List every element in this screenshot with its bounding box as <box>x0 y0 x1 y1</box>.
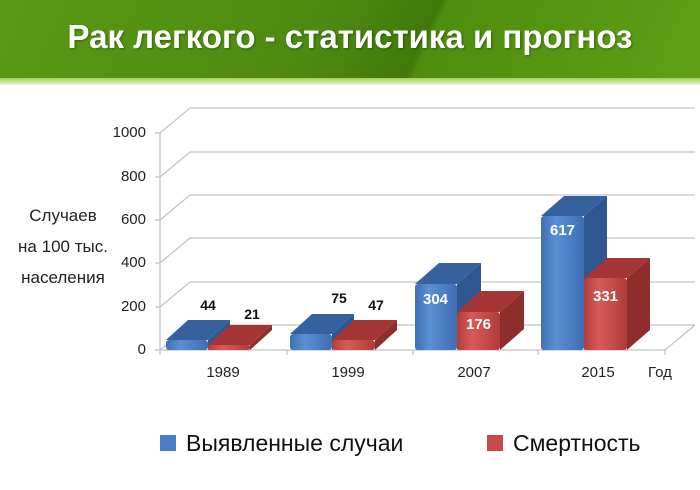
value-mortality-2015: 331 <box>592 288 619 305</box>
value-mortality-1999: 47 <box>368 297 384 313</box>
legend-label-mortality: Смертность <box>513 429 641 456</box>
x-tick-1989: 1989 <box>206 364 240 381</box>
title-banner <box>0 0 700 78</box>
x-tick-2015: 2015 <box>581 364 615 381</box>
legend-swatch-blue <box>160 435 176 451</box>
x-tick-2007: 2007 <box>457 364 491 381</box>
x-tick-1999: 1999 <box>331 364 365 381</box>
bar-mortality-2007 <box>457 291 524 350</box>
legend-item-detected: Выявленные случаи <box>160 428 403 458</box>
y-label-line-3: населения <box>21 268 105 287</box>
bar-mortality-1999 <box>332 320 397 350</box>
value-detected-2007: 304 <box>422 291 449 308</box>
y-label-line-2: на 100 тыс. <box>18 237 108 256</box>
banner-stripe <box>0 78 700 85</box>
y-label-line-1: Случаев <box>29 206 97 225</box>
bar-mortality-2015 <box>584 258 650 350</box>
value-detected-1999: 75 <box>331 290 347 306</box>
y-tick-0: 0 <box>137 341 146 358</box>
y-tick-400: 400 <box>120 254 146 271</box>
legend-item-mortality: Смертность <box>487 428 641 458</box>
y-axis-label: Случаев на 100 тыс. населения <box>4 200 122 293</box>
legend-label-detected: Выявленные случаи <box>186 429 404 456</box>
y-tick-200: 200 <box>120 298 146 315</box>
y-tick-800: 800 <box>120 168 146 185</box>
y-tick-1000: 1000 <box>112 124 146 141</box>
y-tick-600: 600 <box>120 211 146 228</box>
value-detected-1989: 44 <box>200 297 216 313</box>
page-title: Рак легкого - статистика и прогноз <box>67 18 633 55</box>
value-mortality-2007: 176 <box>465 316 492 333</box>
value-mortality-1989: 21 <box>244 306 260 322</box>
legend-swatch-red <box>487 435 503 451</box>
bar-mortality-1989 <box>208 325 272 350</box>
x-axis-title: Год <box>648 364 672 381</box>
value-detected-2015: 617 <box>549 222 576 239</box>
